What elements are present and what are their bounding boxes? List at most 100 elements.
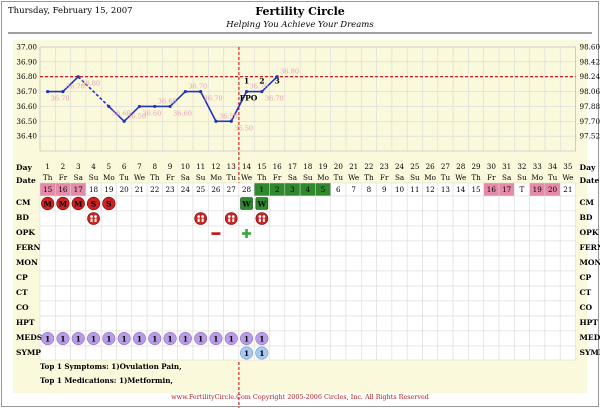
obs-cell <box>284 270 301 287</box>
y-tick-right: 98.42 <box>580 57 600 66</box>
date-label: 5 <box>321 185 326 194</box>
obs-cell <box>483 345 500 361</box>
obs-cell <box>131 270 148 287</box>
weekday-label: Sa <box>288 173 298 182</box>
obs-cell <box>437 255 454 272</box>
date-label: 20 <box>548 185 558 194</box>
obs-cell <box>437 330 454 347</box>
day-number: 27 <box>441 162 451 171</box>
obs-cell <box>238 240 255 257</box>
date-label: 28 <box>242 185 252 194</box>
obs-cell <box>100 300 117 317</box>
weekday-label: Fr <box>59 173 68 182</box>
meds-marker <box>41 331 55 346</box>
y-tick-left: 36.50 <box>16 117 37 126</box>
obs-cell <box>39 285 56 302</box>
day-number: 29 <box>471 162 481 171</box>
date-label: 22 <box>150 185 159 194</box>
weekday-label: Th <box>364 173 374 182</box>
weekday-label: Fr <box>487 173 496 182</box>
obs-cell <box>284 210 301 227</box>
day-number: 24 <box>395 162 405 171</box>
obs-cell <box>284 345 301 361</box>
obs-cell <box>406 315 423 332</box>
day-number: 21 <box>349 162 358 171</box>
obs-cell <box>208 240 224 257</box>
obs-cell <box>223 315 240 332</box>
obs-cell <box>116 240 133 257</box>
obs-cell <box>498 240 515 257</box>
obs-cell <box>437 285 454 302</box>
obs-cell <box>100 285 117 302</box>
meds-marker <box>56 331 70 346</box>
obs-cell <box>345 195 362 212</box>
temp-data-label: 36.60 <box>112 109 131 117</box>
row-label-left-date: Date <box>16 176 36 185</box>
obs-cell <box>192 300 209 317</box>
day-number: 20 <box>334 162 344 171</box>
obs-cell <box>223 240 240 257</box>
obs-cell <box>39 270 56 287</box>
obs-cell <box>559 195 576 212</box>
obs-cell <box>391 300 408 317</box>
obs-cell <box>330 315 347 332</box>
weekday-label: Mo <box>210 173 222 182</box>
obs-cell <box>544 345 561 361</box>
bd-icon <box>224 212 238 225</box>
obs-cell <box>406 345 423 361</box>
meds-marker <box>194 331 208 346</box>
date-label: 16 <box>487 185 497 194</box>
obs-cell <box>483 210 500 227</box>
day-number: 4 <box>91 162 96 171</box>
obs-cell <box>544 210 561 227</box>
obs-cell <box>116 255 133 272</box>
obs-cell <box>162 300 178 317</box>
observation-rows: 1Th152Fr163Sa174Su185Mo196Tu207We218Th22… <box>16 162 600 361</box>
obs-cell <box>284 195 301 212</box>
obs-cell <box>162 345 178 361</box>
row-label-right-symp: SYMP <box>580 348 600 357</box>
obs-cell <box>269 255 286 272</box>
cm-marker-text: M <box>74 199 83 208</box>
day-number: 9 <box>168 162 173 171</box>
obs-cell <box>39 210 56 227</box>
weekday-label: Tu <box>334 173 344 182</box>
obs-cell <box>223 225 240 242</box>
obs-cell <box>131 285 148 302</box>
obs-cell <box>437 240 454 257</box>
row-label-right-co: CO <box>580 303 593 312</box>
weekday-label: Sa <box>395 173 405 182</box>
obs-cell <box>452 240 469 257</box>
obs-cell <box>437 210 454 227</box>
y-tick-right: 98.24 <box>580 72 600 81</box>
obs-cell <box>452 210 469 227</box>
opk-negative-icon <box>211 232 221 235</box>
date-label: 14 <box>456 185 466 194</box>
obs-cell <box>452 285 469 302</box>
obs-cell <box>437 345 454 361</box>
cm-marker <box>41 196 55 211</box>
header-subtitle: Helping You Achieve Your Dreams <box>225 20 374 30</box>
obs-cell <box>437 225 454 242</box>
day-number: 8 <box>152 162 157 171</box>
day-number: 23 <box>380 162 390 171</box>
day-number: 2 <box>61 162 66 171</box>
date-label: 21 <box>563 185 572 194</box>
y-tick-right: 98.06 <box>580 87 600 96</box>
obs-cell <box>391 225 408 242</box>
obs-cell <box>116 285 133 302</box>
obs-cell <box>361 240 377 257</box>
temp-point <box>46 89 50 94</box>
obs-cell <box>146 270 163 287</box>
obs-cell <box>223 300 240 317</box>
temp-data-label: 36.60 <box>142 109 161 117</box>
obs-cell <box>437 315 454 332</box>
obs-cell <box>483 255 500 272</box>
obs-cell <box>238 285 255 302</box>
obs-cell <box>284 330 301 347</box>
obs-cell <box>39 255 56 272</box>
obs-cell <box>468 240 484 257</box>
obs-cell <box>315 285 331 302</box>
obs-cell <box>376 195 393 212</box>
